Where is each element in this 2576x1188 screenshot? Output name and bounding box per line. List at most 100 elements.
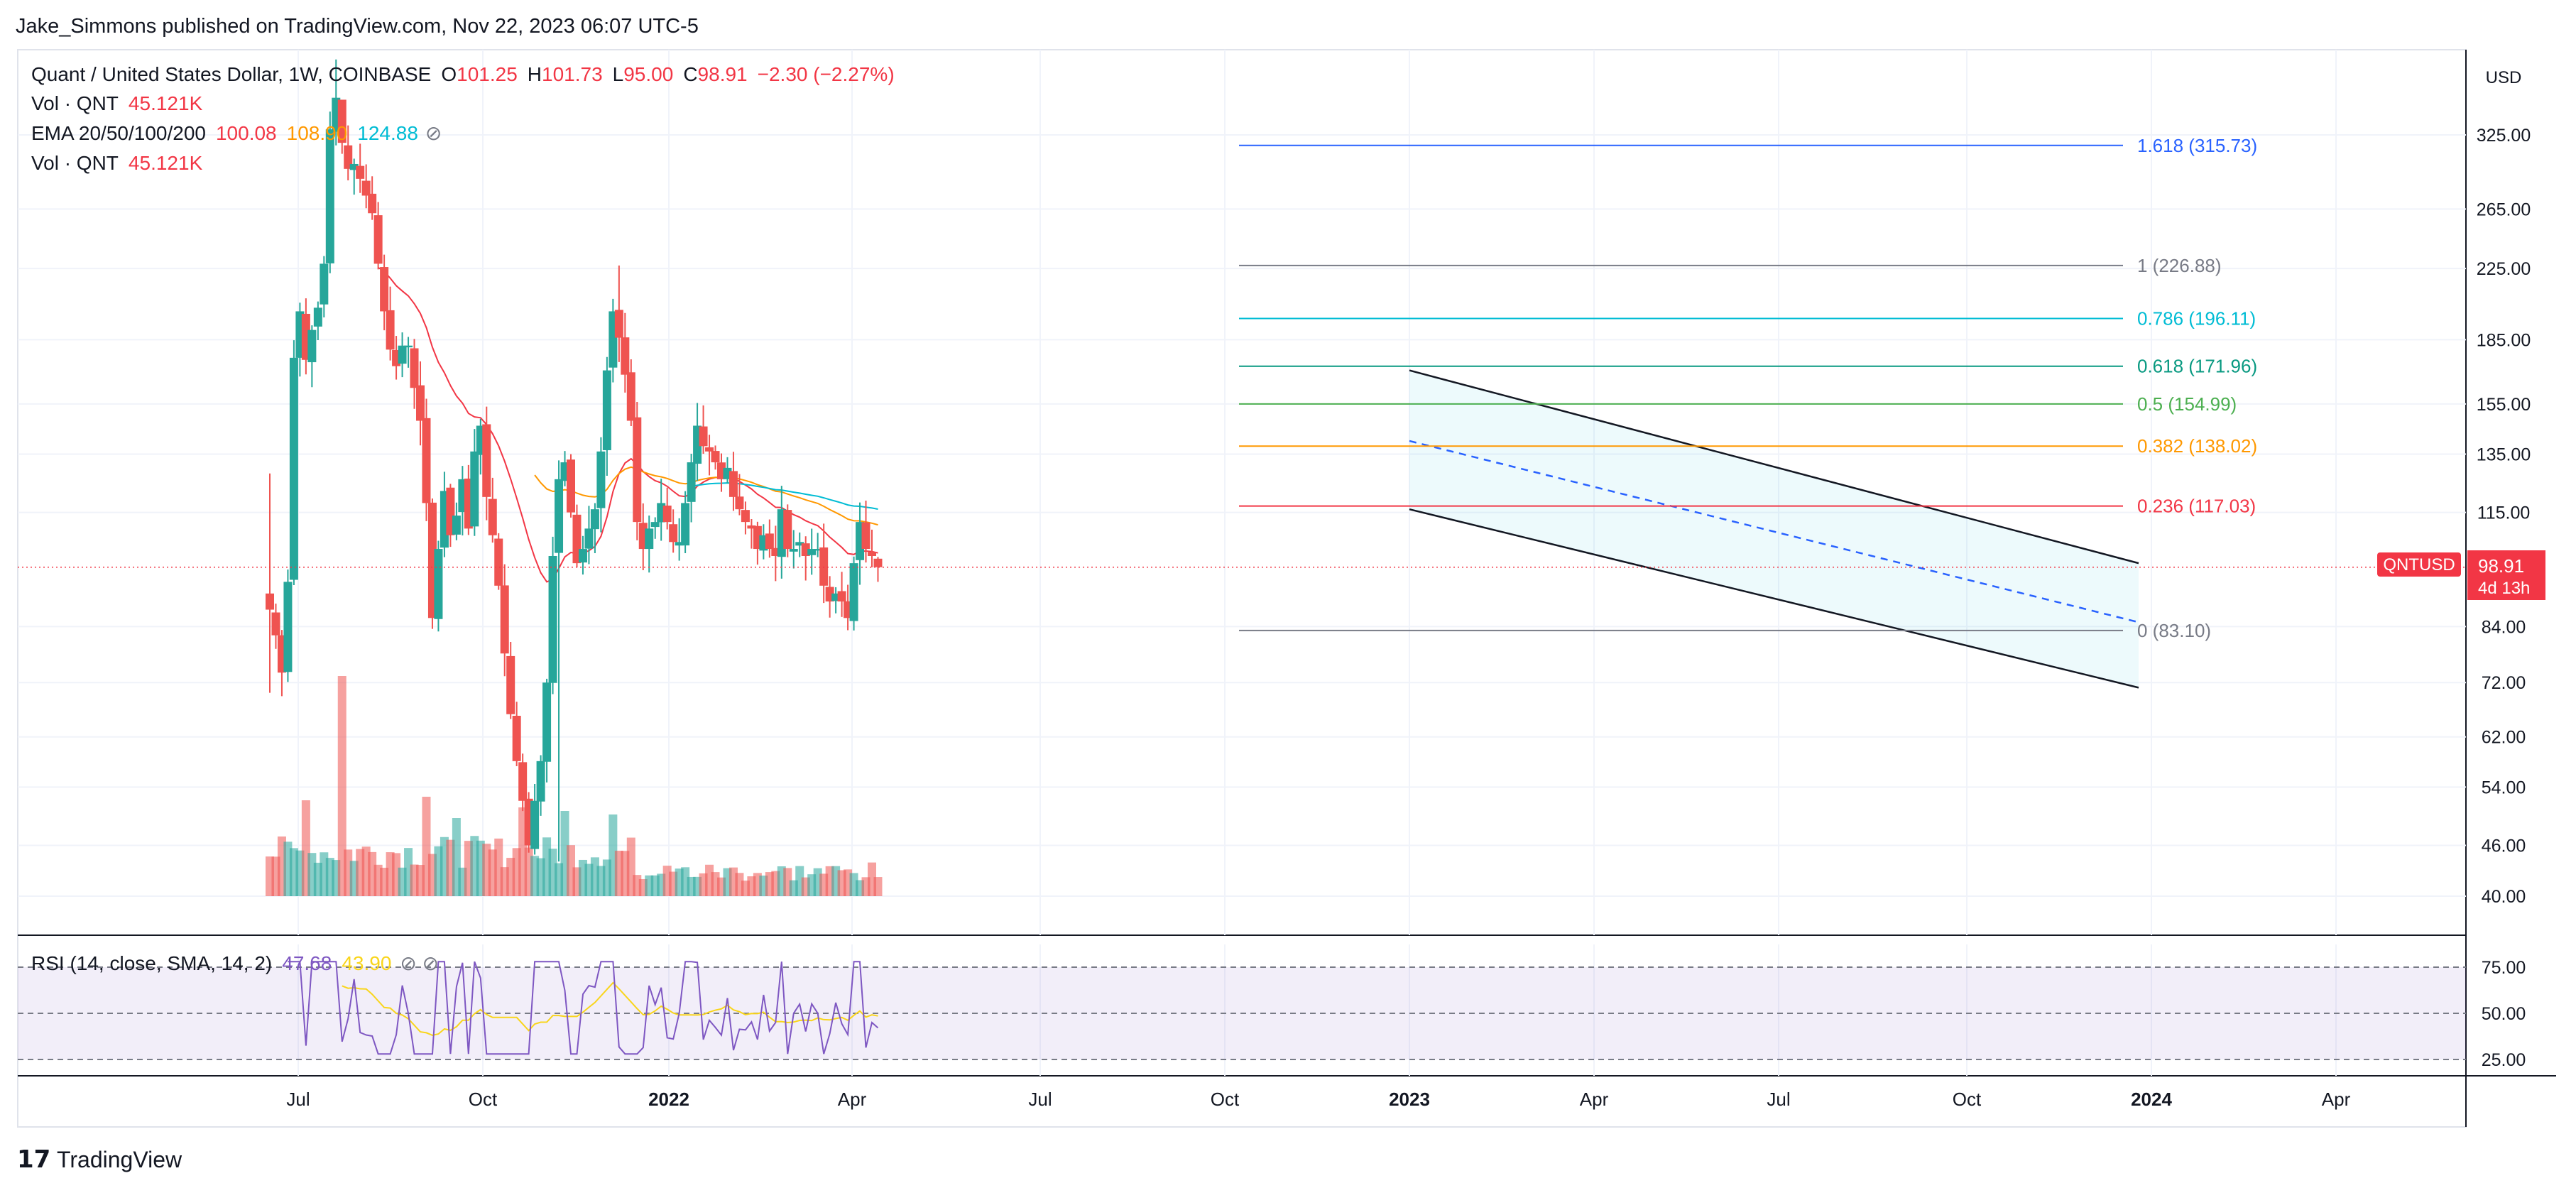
chart-legend: Quant / United States Dollar, 1W, COINBA… <box>31 63 895 174</box>
time-tick-label: Jul <box>286 1089 310 1110</box>
candle <box>771 525 780 582</box>
current-price-badge: QNTUSD <box>2377 552 2461 577</box>
candle <box>735 474 744 516</box>
brand-name: TradingView <box>57 1147 182 1172</box>
candle <box>434 540 443 632</box>
candle <box>325 111 334 273</box>
ema-100-line <box>691 482 878 510</box>
current-symbol: QNTUSD <box>2383 555 2455 574</box>
volume-bar <box>873 877 883 896</box>
price-tick-label: 325.00 <box>2477 126 2531 146</box>
candle <box>645 515 654 573</box>
candle <box>614 265 623 362</box>
candle <box>819 523 829 604</box>
price-tick-label: 54.00 <box>2482 778 2526 797</box>
time-tick-label: 2022 <box>648 1089 689 1110</box>
candle <box>452 502 461 540</box>
rsi-tick-label: 50.00 <box>2482 1004 2526 1024</box>
candle <box>807 528 817 575</box>
ema-20-line <box>378 266 878 583</box>
candlestick-series[interactable] <box>266 59 883 862</box>
candle <box>536 755 545 816</box>
price-tick-label: 225.00 <box>2477 259 2531 279</box>
time-tick-label: Jul <box>1767 1089 1790 1110</box>
price-tick-label: 185.00 <box>2477 330 2531 350</box>
candle <box>675 518 684 561</box>
candle <box>349 158 359 195</box>
candle <box>416 361 425 446</box>
legend-symbol: Quant / United States Dollar, 1W, COINBA… <box>31 63 431 85</box>
time-tick-label: 2024 <box>2131 1089 2172 1110</box>
candle <box>861 500 871 563</box>
candle <box>681 491 690 553</box>
time-tick-label: 2023 <box>1389 1089 1430 1110</box>
candle <box>398 332 407 378</box>
time-tick-label: Oct <box>1211 1089 1240 1110</box>
candle <box>633 402 642 540</box>
candle <box>266 473 274 693</box>
time-axis[interactable]: Jul Oct 2022 Apr Jul Oct 2023 Apr Jul Oct 2024 Apr <box>286 1089 2350 1110</box>
candle <box>590 503 599 553</box>
tv-logo-icon: 𝟭𝟳 <box>17 1146 50 1173</box>
candle <box>494 533 503 590</box>
ema-lines <box>378 266 878 583</box>
rsi-line <box>288 961 879 1055</box>
candle <box>705 435 714 476</box>
time-tick-label: Apr <box>838 1089 867 1110</box>
channel-lower <box>1409 508 2139 689</box>
candle <box>386 286 395 361</box>
channel-midline <box>1409 440 2139 623</box>
plot-frame <box>17 49 2467 1128</box>
price-scale[interactable]: 325.00 265.00 225.00 185.00 155.00 135.00 115.… <box>2477 126 2531 907</box>
countdown: 4d 13h <box>2478 579 2530 598</box>
currency-label[interactable]: USD <box>2486 68 2522 87</box>
candle <box>741 501 750 535</box>
price-tick-label: 115.00 <box>2477 503 2531 523</box>
volume-bar <box>337 676 346 896</box>
svg-text:RSI (14, close, SMA, 14, 2)47.: RSI (14, close, SMA, 14, 2) 47.68 43.90 ⊘ ⊘ <box>31 952 439 974</box>
price-tick-label: 40.00 <box>2482 887 2526 907</box>
rsi-sma-line <box>342 981 878 1036</box>
fib-level-label: 0.236 (117.03) <box>2137 496 2256 517</box>
candle <box>530 784 540 855</box>
tradingview-logo[interactable]: 𝟭𝟳 TradingView <box>17 1146 182 1173</box>
hidden-eye-icon: ⊘ ⊘ <box>400 952 439 974</box>
fib-retracement[interactable]: 1.618 (315.73) 1 (226.88) 0.786 (196.11) 0.… <box>1239 135 2257 641</box>
candle <box>518 753 528 812</box>
candle <box>669 509 678 553</box>
time-tick-label: Oct <box>469 1089 498 1110</box>
candle <box>361 164 371 209</box>
time-tick-label: Jul <box>1028 1089 1052 1110</box>
candle <box>271 604 280 649</box>
rsi-scale[interactable]: 75.00 50.00 25.00 <box>2482 958 2526 1070</box>
current-price-tag: 98.91 4d 13h <box>2467 550 2545 600</box>
candle <box>506 642 515 719</box>
price-tick-label: 72.00 <box>2482 673 2526 693</box>
candle <box>711 445 720 470</box>
candle <box>320 256 329 318</box>
price-tick-label: 155.00 <box>2477 395 2531 415</box>
candle <box>868 529 876 567</box>
time-tick-label: Oct <box>1953 1089 1982 1110</box>
fib-level-label: 0.5 (154.99) <box>2137 393 2237 415</box>
vol-legend-label: Vol · QNT <box>31 92 119 114</box>
rsi-legend: RSI (14, close, SMA, 14, 2) 47.68 43.90 ⊘ ⊘ <box>31 952 439 974</box>
time-tick-label: Apr <box>2322 1089 2351 1110</box>
candle <box>831 587 841 614</box>
fib-level-label: 1.618 (315.73) <box>2137 135 2257 156</box>
candle <box>662 487 672 530</box>
candle <box>404 337 413 368</box>
fib-level-label: 0.382 (138.02) <box>2137 435 2257 457</box>
candle <box>337 99 346 154</box>
candle <box>578 535 587 575</box>
rsi-pane <box>18 961 2466 1060</box>
fib-level-label: 0 (83.10) <box>2137 620 2211 641</box>
candle <box>813 533 822 557</box>
descending-channel[interactable] <box>1409 369 2139 689</box>
candle <box>621 312 630 393</box>
price-tick-label: 265.00 <box>2477 200 2531 219</box>
